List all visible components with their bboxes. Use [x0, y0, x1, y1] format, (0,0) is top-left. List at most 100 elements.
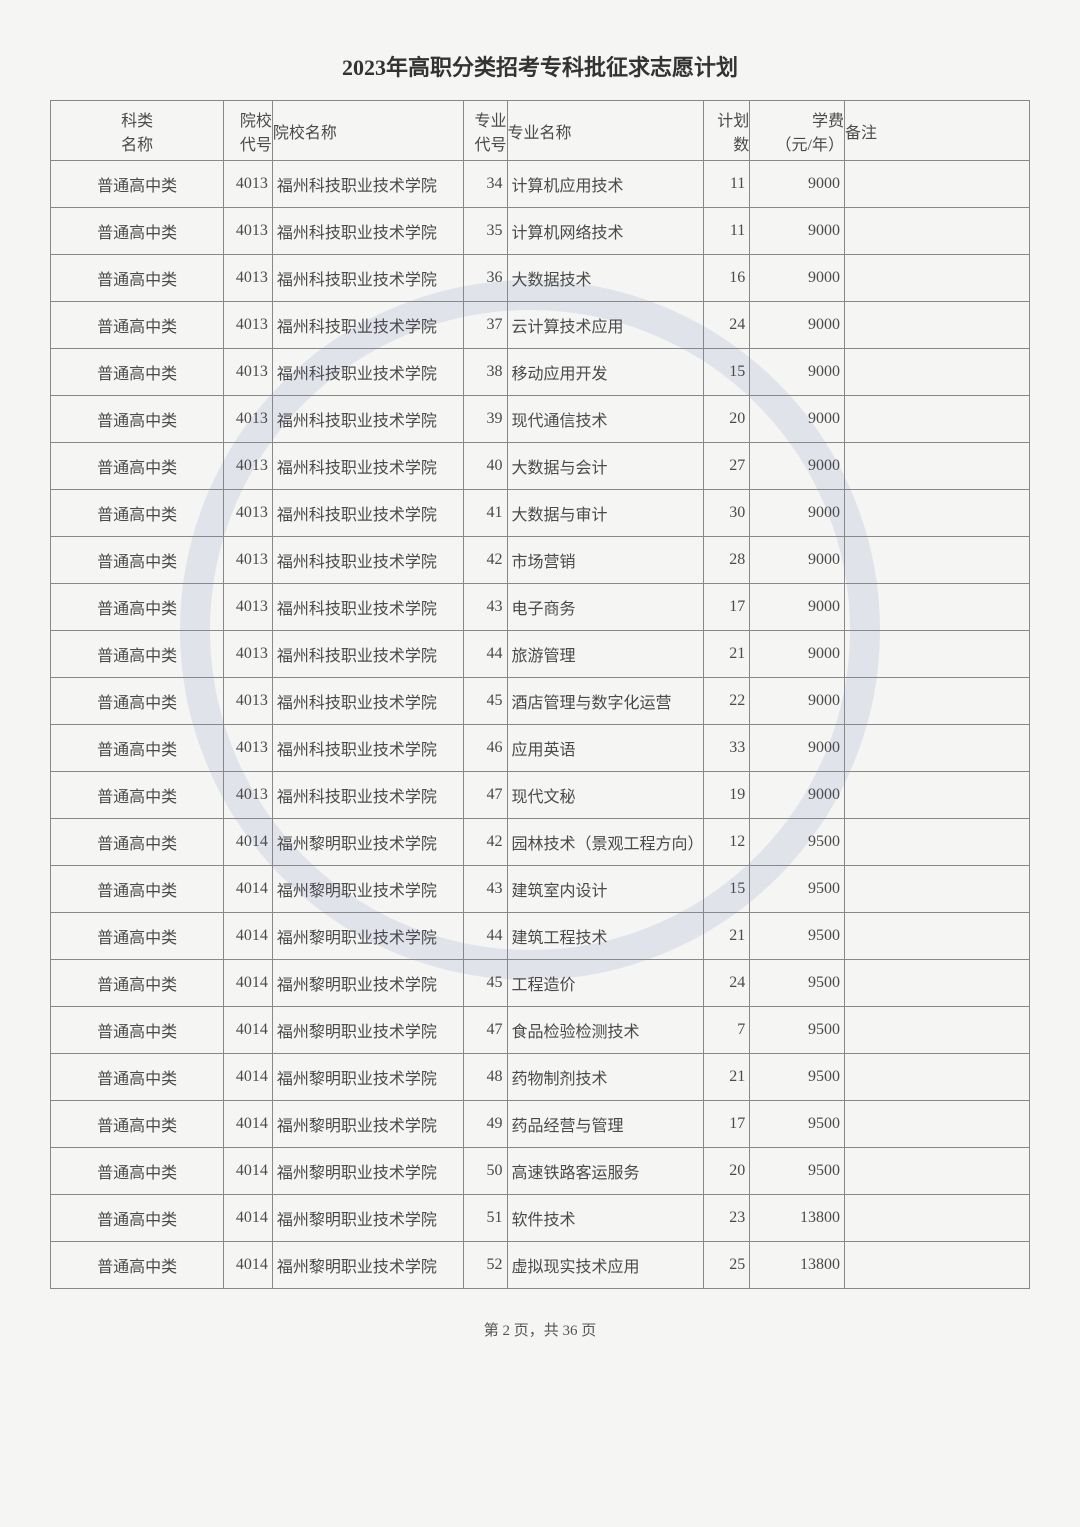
cell-major_code: 49: [463, 1101, 507, 1148]
cell-category: 普通高中类: [51, 255, 224, 302]
cell-school_name: 福州黎明职业技术学院: [272, 1054, 463, 1101]
cell-note: [845, 819, 1030, 866]
cell-category: 普通高中类: [51, 1054, 224, 1101]
table-row: 普通高中类4013福州科技职业技术学院37云计算技术应用249000: [51, 302, 1030, 349]
cell-major_code: 44: [463, 913, 507, 960]
cell-school_code: 4014: [224, 960, 273, 1007]
cell-major_code: 46: [463, 725, 507, 772]
table-row: 普通高中类4014福州黎明职业技术学院47食品检验检测技术79500: [51, 1007, 1030, 1054]
cell-category: 普通高中类: [51, 1148, 224, 1195]
cell-plan: 28: [704, 537, 750, 584]
cell-note: [845, 866, 1030, 913]
cell-category: 普通高中类: [51, 349, 224, 396]
cell-major_name: 计算机应用技术: [507, 161, 703, 208]
cell-fee: 9000: [750, 772, 845, 819]
cell-major_name: 移动应用开发: [507, 349, 703, 396]
cell-category: 普通高中类: [51, 819, 224, 866]
cell-category: 普通高中类: [51, 490, 224, 537]
cell-note: [845, 537, 1030, 584]
cell-school_code: 4013: [224, 208, 273, 255]
cell-fee: 9000: [750, 443, 845, 490]
table-row: 普通高中类4013福州科技职业技术学院34计算机应用技术119000: [51, 161, 1030, 208]
cell-school_name: 福州科技职业技术学院: [272, 349, 463, 396]
cell-fee: 9000: [750, 349, 845, 396]
cell-school_name: 福州科技职业技术学院: [272, 725, 463, 772]
cell-note: [845, 443, 1030, 490]
cell-major_code: 43: [463, 584, 507, 631]
cell-school_name: 福州科技职业技术学院: [272, 396, 463, 443]
table-row: 普通高中类4013福州科技职业技术学院44旅游管理219000: [51, 631, 1030, 678]
cell-school_code: 4013: [224, 396, 273, 443]
table-row: 普通高中类4014福州黎明职业技术学院43建筑室内设计159500: [51, 866, 1030, 913]
cell-school_name: 福州黎明职业技术学院: [272, 866, 463, 913]
table-row: 普通高中类4013福州科技职业技术学院40大数据与会计279000: [51, 443, 1030, 490]
table-row: 普通高中类4014福州黎明职业技术学院48药物制剂技术219500: [51, 1054, 1030, 1101]
table-row: 普通高中类4014福州黎明职业技术学院50高速铁路客运服务209500: [51, 1148, 1030, 1195]
table-row: 普通高中类4013福州科技职业技术学院47现代文秘199000: [51, 772, 1030, 819]
cell-major_name: 药品经营与管理: [507, 1101, 703, 1148]
cell-major_name: 云计算技术应用: [507, 302, 703, 349]
cell-major_code: 36: [463, 255, 507, 302]
cell-fee: 9500: [750, 1054, 845, 1101]
cell-plan: 21: [704, 1054, 750, 1101]
cell-note: [845, 161, 1030, 208]
cell-major_name: 计算机网络技术: [507, 208, 703, 255]
cell-major_name: 旅游管理: [507, 631, 703, 678]
cell-school_code: 4013: [224, 584, 273, 631]
cell-school_name: 福州黎明职业技术学院: [272, 1007, 463, 1054]
cell-major_name: 应用英语: [507, 725, 703, 772]
cell-category: 普通高中类: [51, 396, 224, 443]
cell-school_code: 4014: [224, 866, 273, 913]
cell-major_code: 41: [463, 490, 507, 537]
cell-note: [845, 1148, 1030, 1195]
cell-major_name: 建筑室内设计: [507, 866, 703, 913]
cell-school_name: 福州黎明职业技术学院: [272, 1242, 463, 1289]
cell-school_code: 4013: [224, 772, 273, 819]
cell-plan: 19: [704, 772, 750, 819]
cell-school_name: 福州科技职业技术学院: [272, 537, 463, 584]
cell-school_code: 4014: [224, 1101, 273, 1148]
table-row: 普通高中类4014福州黎明职业技术学院52虚拟现实技术应用2513800: [51, 1242, 1030, 1289]
cell-major_code: 37: [463, 302, 507, 349]
cell-plan: 16: [704, 255, 750, 302]
header-note: 备注: [845, 101, 1030, 161]
cell-note: [845, 349, 1030, 396]
cell-school_code: 4014: [224, 1195, 273, 1242]
table-row: 普通高中类4013福州科技职业技术学院43电子商务179000: [51, 584, 1030, 631]
cell-note: [845, 208, 1030, 255]
cell-fee: 9500: [750, 866, 845, 913]
cell-plan: 21: [704, 913, 750, 960]
cell-note: [845, 255, 1030, 302]
cell-fee: 9000: [750, 678, 845, 725]
table-row: 普通高中类4013福州科技职业技术学院42市场营销289000: [51, 537, 1030, 584]
table-row: 普通高中类4013福州科技职业技术学院41大数据与审计309000: [51, 490, 1030, 537]
header-major-name: 专业名称: [507, 101, 703, 161]
cell-major_name: 电子商务: [507, 584, 703, 631]
cell-major_name: 大数据与审计: [507, 490, 703, 537]
cell-fee: 9000: [750, 396, 845, 443]
cell-school_code: 4013: [224, 537, 273, 584]
cell-school_name: 福州科技职业技术学院: [272, 208, 463, 255]
table-row: 普通高中类4013福州科技职业技术学院35计算机网络技术119000: [51, 208, 1030, 255]
cell-note: [845, 490, 1030, 537]
cell-note: [845, 913, 1030, 960]
cell-school_code: 4013: [224, 349, 273, 396]
cell-school_code: 4013: [224, 631, 273, 678]
cell-fee: 9500: [750, 819, 845, 866]
cell-school_name: 福州黎明职业技术学院: [272, 1148, 463, 1195]
cell-school_name: 福州科技职业技术学院: [272, 302, 463, 349]
cell-school_name: 福州黎明职业技术学院: [272, 1195, 463, 1242]
cell-fee: 9500: [750, 1007, 845, 1054]
cell-fee: 9500: [750, 960, 845, 1007]
table-row: 普通高中类4013福州科技职业技术学院46应用英语339000: [51, 725, 1030, 772]
cell-major_code: 51: [463, 1195, 507, 1242]
cell-note: [845, 725, 1030, 772]
cell-school_name: 福州科技职业技术学院: [272, 772, 463, 819]
cell-fee: 9500: [750, 1101, 845, 1148]
cell-major_name: 软件技术: [507, 1195, 703, 1242]
cell-major_name: 虚拟现实技术应用: [507, 1242, 703, 1289]
header-school-code: 院校代号: [224, 101, 273, 161]
cell-school_code: 4014: [224, 1007, 273, 1054]
cell-category: 普通高中类: [51, 678, 224, 725]
cell-major_name: 食品检验检测技术: [507, 1007, 703, 1054]
